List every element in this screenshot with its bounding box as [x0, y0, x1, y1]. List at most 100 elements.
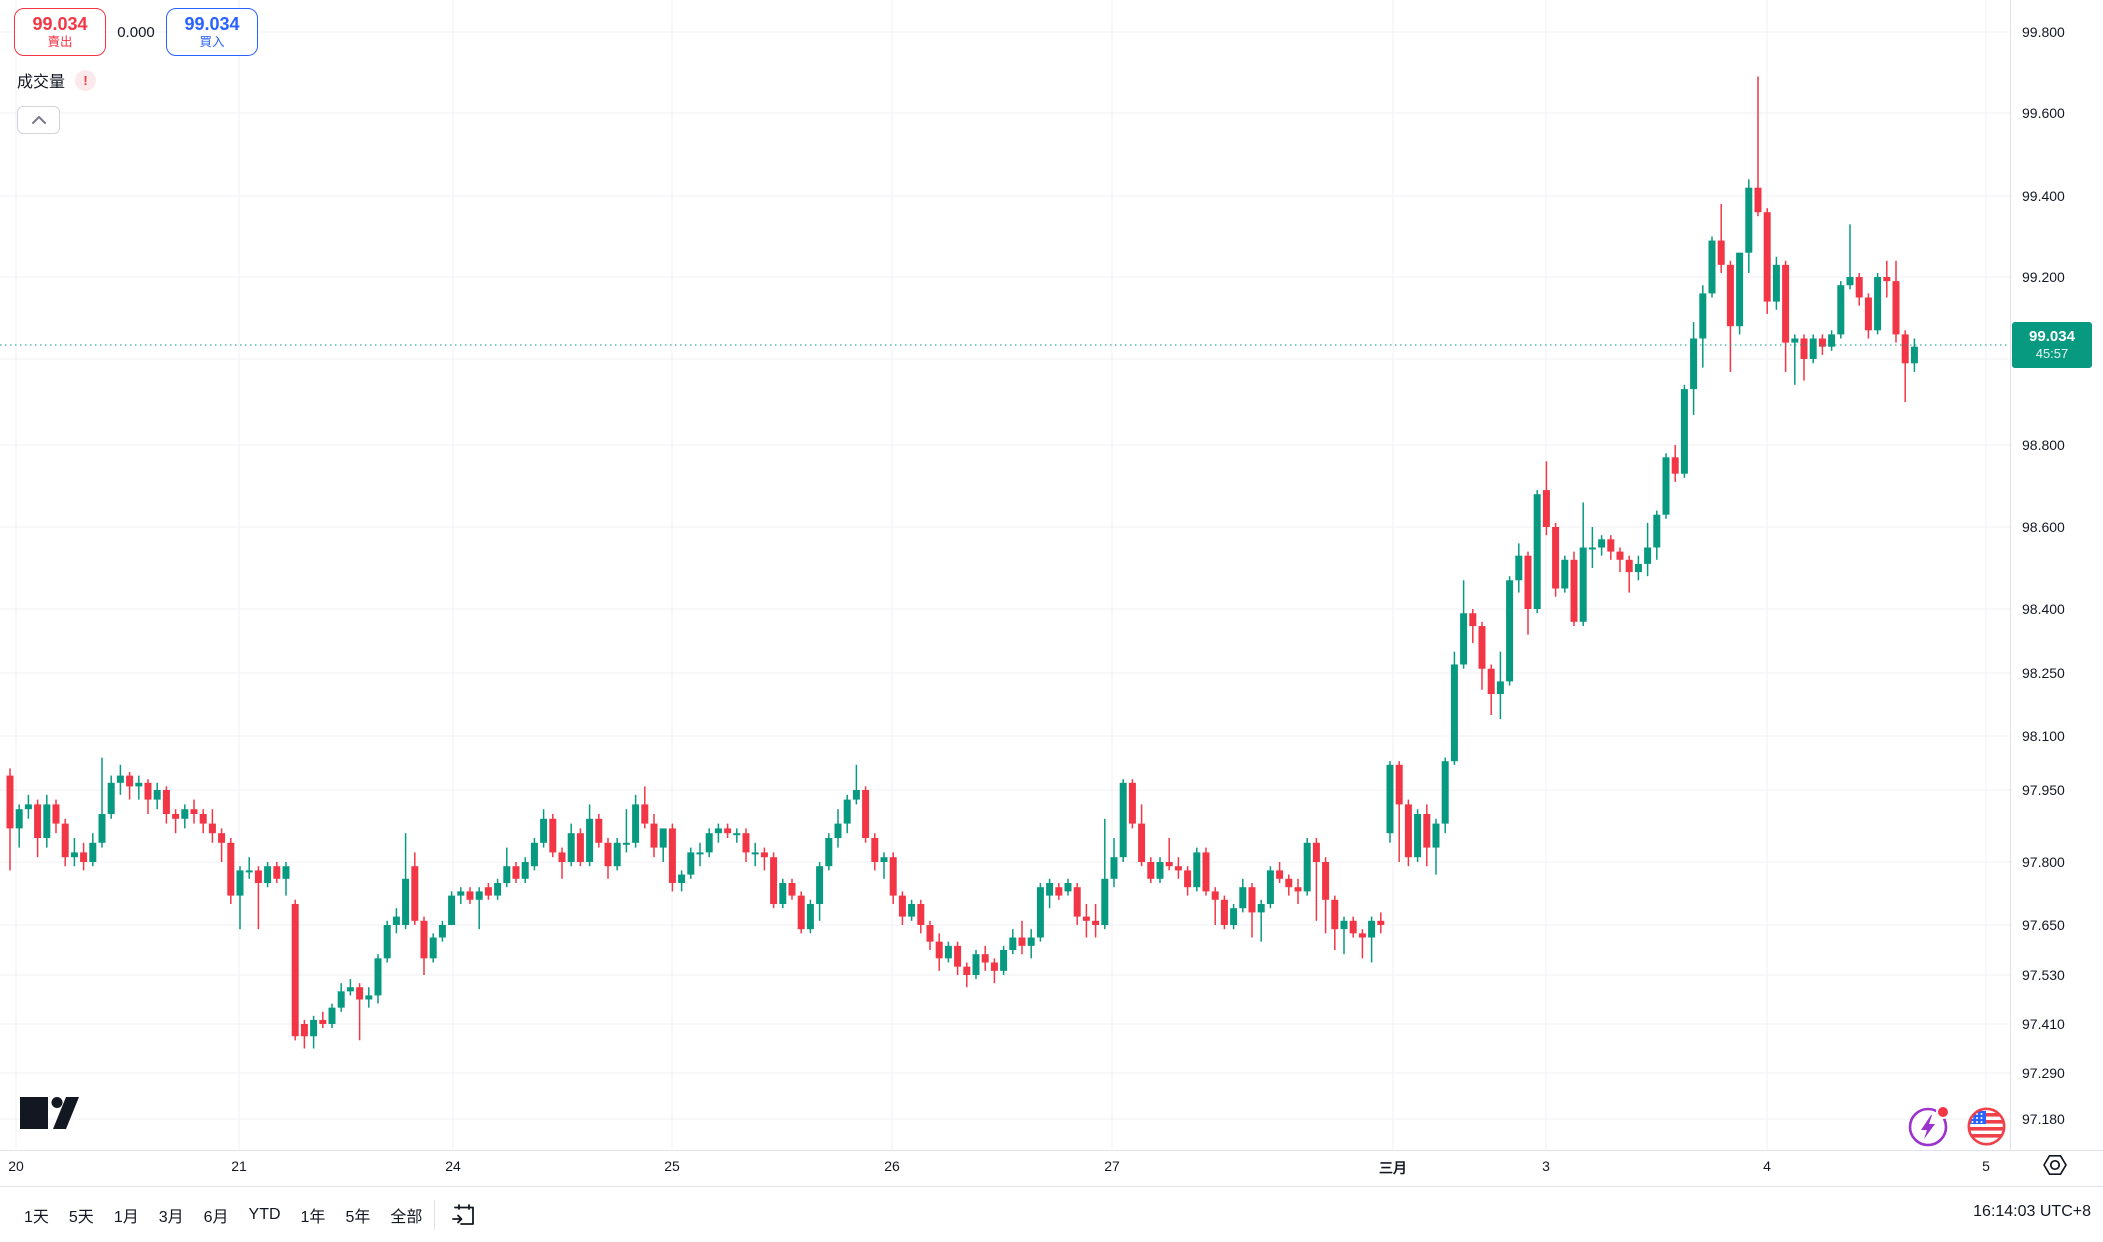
candle-body: [576, 833, 584, 862]
price-tick-label: 97.950: [2022, 782, 2065, 798]
candles: [6, 76, 1918, 1049]
candle-body: [595, 818, 603, 843]
price-tick-label: 97.290: [2022, 1065, 2065, 1081]
candle-body: [1644, 547, 1652, 564]
range-button-全部[interactable]: 全部: [390, 1208, 423, 1226]
candle-body: [6, 775, 14, 829]
time-tick-label: 4: [1763, 1158, 1771, 1174]
candle-body: [80, 852, 88, 862]
go-to-date-button[interactable]: [451, 1202, 477, 1228]
current-price-label: 99.034 45:57: [2012, 322, 2092, 369]
warning-badge-icon[interactable]: !: [75, 69, 97, 91]
range-button-5年[interactable]: 5年: [345, 1208, 371, 1226]
candle-body: [1230, 908, 1238, 925]
candle-body: [788, 883, 796, 896]
candle-body: [1276, 870, 1284, 879]
candle-body: [273, 866, 281, 879]
candle-body: [181, 809, 189, 819]
candle-body: [15, 809, 23, 829]
candle-body: [1414, 814, 1422, 858]
candle-body: [346, 987, 354, 992]
candle-body: [1772, 264, 1780, 302]
candle-body: [1607, 539, 1615, 552]
candle-body: [1018, 937, 1026, 946]
candle-body: [1294, 887, 1302, 892]
candle-body: [1515, 555, 1523, 581]
sell-button[interactable]: 99.034 賣出: [14, 8, 106, 56]
news-flash-icon[interactable]: [1905, 1103, 1952, 1150]
candle-body: [448, 895, 456, 925]
candle-body: [1174, 866, 1182, 871]
range-button-6月[interactable]: 6月: [203, 1208, 229, 1226]
candle-body: [1901, 334, 1909, 364]
price-tick-label: 98.100: [2022, 728, 2065, 744]
candle-body: [779, 883, 787, 904]
candle-body: [1193, 852, 1201, 888]
price-tick-label: 97.800: [2022, 854, 2065, 870]
buy-label: 買入: [199, 35, 225, 50]
candle-body: [1349, 920, 1357, 934]
candle-body: [1101, 878, 1109, 925]
usd-flag-icon[interactable]: [1963, 1103, 2010, 1150]
candle-body: [1616, 551, 1624, 560]
candle-body: [1754, 187, 1762, 213]
price-tick-label: 99.200: [2022, 269, 2065, 285]
candle-body: [1432, 823, 1440, 848]
candle-body: [668, 828, 676, 883]
range-selector: 1天 5天 1月 3月 6月 YTD 1年 5年 全部: [0, 1203, 422, 1227]
candle-body: [760, 852, 768, 858]
candle-body: [696, 852, 704, 855]
time-tick-label: 21: [231, 1158, 247, 1174]
candle-body: [1598, 539, 1606, 548]
candle-body: [236, 870, 244, 896]
sell-price: 99.034: [32, 14, 88, 35]
candle-body: [1469, 613, 1477, 627]
toolbar-separator: [0, 1186, 2103, 1187]
candle-body: [282, 866, 290, 879]
candle-body: [1634, 563, 1642, 573]
candle-body: [337, 991, 345, 1008]
range-button-5天[interactable]: 5天: [68, 1208, 94, 1226]
candle-body: [1377, 920, 1385, 925]
candle-body: [116, 775, 124, 783]
candle-body: [1524, 555, 1532, 609]
chevron-up-icon: [31, 116, 46, 124]
candle-body: [806, 904, 814, 930]
range-button-1年[interactable]: 1年: [300, 1208, 326, 1226]
tradingview-logo-icon[interactable]: [20, 1097, 80, 1130]
candle-body: [98, 814, 106, 843]
candle-body: [558, 852, 566, 862]
candle-body: [613, 842, 621, 867]
collapse-pane-button[interactable]: [17, 106, 60, 134]
candle-body: [1570, 559, 1578, 622]
time-tick-label: 24: [445, 1158, 461, 1174]
range-button-3月[interactable]: 3月: [158, 1208, 184, 1226]
range-button-YTD[interactable]: YTD: [248, 1205, 281, 1223]
candle-body: [420, 920, 428, 959]
candle-body: [724, 828, 732, 834]
session-clock[interactable]: 16:14:03 UTC+8: [1973, 1203, 2091, 1220]
candle-body: [1791, 338, 1799, 343]
candle-body: [1092, 920, 1100, 925]
axis-settings-hexagon-icon[interactable]: [2041, 1151, 2069, 1179]
candle-body: [319, 1019, 327, 1024]
candle-body: [34, 804, 42, 838]
candle-body: [126, 775, 134, 787]
candle-body: [1671, 457, 1679, 474]
spread-value: 0.000: [117, 23, 155, 41]
range-button-1月[interactable]: 1月: [113, 1208, 139, 1226]
candle-body: [1662, 457, 1670, 515]
candle-body: [990, 962, 998, 971]
candle-body: [889, 857, 897, 896]
buy-button[interactable]: 99.034 買入: [166, 8, 258, 56]
candle-body: [981, 954, 989, 963]
candle-body: [935, 941, 943, 959]
candle-body: [291, 904, 299, 1037]
candle-body: [1064, 883, 1072, 892]
price-tick-label: 99.800: [2022, 24, 2065, 40]
candle-body: [43, 804, 51, 838]
range-button-1天[interactable]: 1天: [24, 1208, 49, 1226]
toolbar-divider: [434, 1199, 436, 1230]
